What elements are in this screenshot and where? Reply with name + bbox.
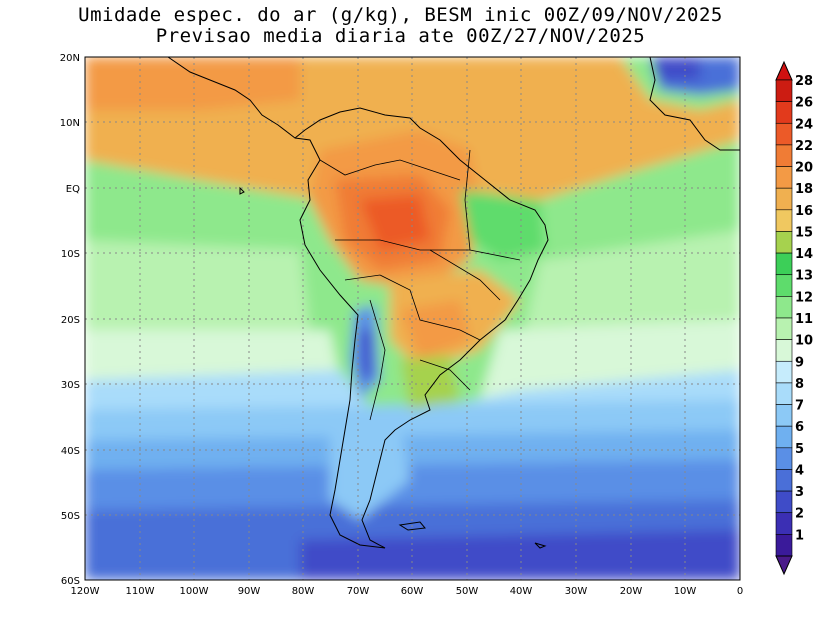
country-borders [319, 149, 521, 421]
colorbar-label: 22 [795, 139, 813, 154]
colorbar-swatch [775, 512, 793, 535]
colorbar-label: 7 [795, 399, 804, 414]
colorbar-swatch [775, 166, 793, 189]
lat-label: 30S [61, 380, 80, 391]
colorbar-label: 24 [795, 117, 813, 132]
colorbar-swatch [775, 490, 793, 514]
colorbar-swatch [775, 122, 793, 146]
colorbar-swatch [775, 339, 793, 362]
colorbar-swatch [775, 447, 793, 470]
colorbar-label: 28 [795, 74, 813, 89]
colorbar: 28 26 24 22 20 18 16 15 14 13 12 11 10 9 8 7 6 5 4 3 2 1 [775, 60, 813, 576]
colorbar-swatch [775, 425, 793, 449]
colorbar-label: 15 [795, 225, 813, 240]
lat-label: 50S [61, 511, 80, 522]
colorbar-label: 8 [795, 377, 804, 392]
graticule [85, 57, 740, 580]
colorbar-label: 18 [795, 182, 813, 197]
colorbar-swatch [775, 469, 793, 492]
lon-label: 20W [620, 586, 643, 597]
colorbar-label: 11 [795, 312, 813, 327]
lon-label: 120W [71, 586, 100, 597]
coastlines [167, 57, 740, 549]
longitude-axis: 120W 110W 100W 90W 80W 70W 60W 50W 40W 3… [71, 586, 744, 597]
lat-label: 20N [60, 53, 80, 64]
colorbar-swatch [775, 296, 793, 319]
colorbar-swatch [775, 252, 793, 276]
colorbar-label: 14 [795, 247, 813, 262]
colorbar-label: 2 [795, 507, 804, 522]
map-subtitle: Previsao media diaria ate 00Z/27/NOV/202… [155, 25, 646, 47]
colorbar-label: 16 [795, 204, 813, 219]
map-title: Umidade espec. do ar (g/kg), BESM inic 0… [78, 4, 723, 26]
latitude-axis: 20N 10N EQ 10S 20S 30S 40S 50S 60S [60, 53, 80, 587]
colorbar-swatch [775, 79, 793, 102]
lat-label: 60S [61, 576, 80, 587]
map-frame [84, 56, 741, 581]
colorbar-label: 6 [795, 420, 804, 435]
lon-label: 90W [238, 586, 261, 597]
colorbar-label: 3 [795, 485, 804, 500]
colorbar-label: 5 [795, 442, 804, 457]
colorbar-swatch [775, 382, 793, 405]
lon-label: 0 [737, 586, 743, 597]
lon-label: 30W [565, 586, 588, 597]
lat-label: 20S [61, 315, 80, 326]
colorbar-label: 20 [795, 161, 813, 176]
lat-label: 10S [61, 249, 80, 260]
lon-label: 40W [510, 586, 533, 597]
lon-label: 50W [456, 586, 479, 597]
lat-label: 10N [60, 118, 80, 129]
colorbar-swatch [775, 231, 793, 254]
colorbar-swatch [775, 144, 793, 167]
colorbar-under-arrow [775, 555, 793, 576]
colorbar-swatch [775, 317, 793, 340]
colorbar-label: 13 [795, 269, 813, 284]
colorbar-label: 12 [795, 290, 813, 305]
lon-label: 10W [674, 586, 697, 597]
colorbar-swatch [775, 187, 793, 211]
lat-label: 40S [61, 446, 80, 457]
colorbar-over-arrow [775, 60, 793, 81]
colorbar-swatch [775, 274, 793, 297]
colorbar-label: 26 [795, 96, 813, 111]
lon-label: 60W [401, 586, 424, 597]
lat-label: EQ [66, 184, 80, 195]
colorbar-label: 4 [795, 463, 804, 478]
colorbar-swatch [775, 101, 793, 124]
colorbar-swatch [775, 534, 793, 557]
colorbar-swatch [775, 404, 793, 427]
colorbar-label: 9 [795, 355, 804, 370]
lon-label: 70W [347, 586, 370, 597]
colorbar-label: 10 [795, 334, 813, 349]
lon-label: 100W [180, 586, 209, 597]
lon-label: 80W [292, 586, 315, 597]
colorbar-swatch [775, 209, 793, 232]
lon-label: 110W [126, 586, 155, 597]
colorbar-label: 1 [795, 528, 804, 543]
colorbar-swatch [775, 360, 793, 384]
